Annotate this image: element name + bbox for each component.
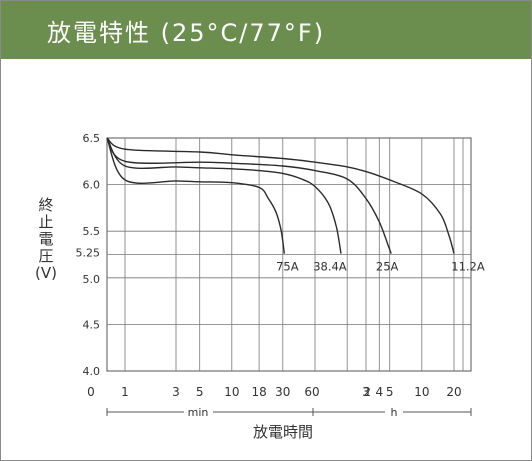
header-bar: 放電特性 (25°C/77°F): [1, 1, 531, 59]
unit-label-h: h: [391, 406, 398, 419]
x-tick-label: 4: [375, 385, 383, 399]
chart-title: 放電特性 (25°C/77°F): [47, 19, 326, 47]
x-axis-title: 放電時間: [253, 423, 314, 441]
y-tick-label: 5.0: [83, 273, 101, 286]
discharge-curve: [106, 137, 455, 254]
curve-label: 75A: [276, 260, 299, 274]
y-axis-label-char: (V): [35, 264, 57, 282]
curve-label: 25A: [376, 260, 399, 274]
x-tick-label: 18: [251, 385, 266, 399]
x-tick-label: 3: [362, 385, 370, 399]
y-axis-label-char: 終: [38, 196, 54, 214]
y-tick-label: 6.5: [83, 132, 101, 145]
y-axis-label-char: 圧: [38, 247, 54, 265]
y-tick-label: 6.0: [83, 179, 101, 192]
curve-label: 11.2A: [451, 260, 485, 274]
discharge-curve: [106, 137, 342, 254]
x-tick-label: 10: [224, 385, 239, 399]
discharge-curve: [106, 137, 285, 254]
y-tick-label: 5.25: [76, 247, 101, 260]
x-tick-label: 30: [275, 385, 290, 399]
x-tick-label: 10: [414, 385, 429, 399]
discharge-curve: [106, 137, 392, 254]
x-tick-label: 5: [386, 385, 394, 399]
x-tick-label: 60: [304, 385, 319, 399]
y-axis-label: 終 止 電 圧 (V): [35, 197, 57, 282]
x-tick-label: 20: [446, 385, 461, 399]
x-tick-label: 2: [363, 385, 371, 399]
y-axis-label-char: 止: [38, 213, 54, 231]
x-tick-label: 3: [172, 385, 180, 399]
curve-label: 38.4A: [313, 260, 347, 274]
y-tick-label: 4.5: [83, 318, 101, 331]
x-tick-label: 0: [87, 385, 95, 399]
x-tick-label: 5: [196, 385, 204, 399]
x-tick-label: 1: [121, 385, 129, 399]
unit-label-min: min: [188, 406, 209, 419]
y-tick-label: 4.0: [83, 365, 101, 378]
y-tick-label: 5.5: [83, 225, 101, 238]
y-axis-label-char: 電: [38, 230, 54, 248]
